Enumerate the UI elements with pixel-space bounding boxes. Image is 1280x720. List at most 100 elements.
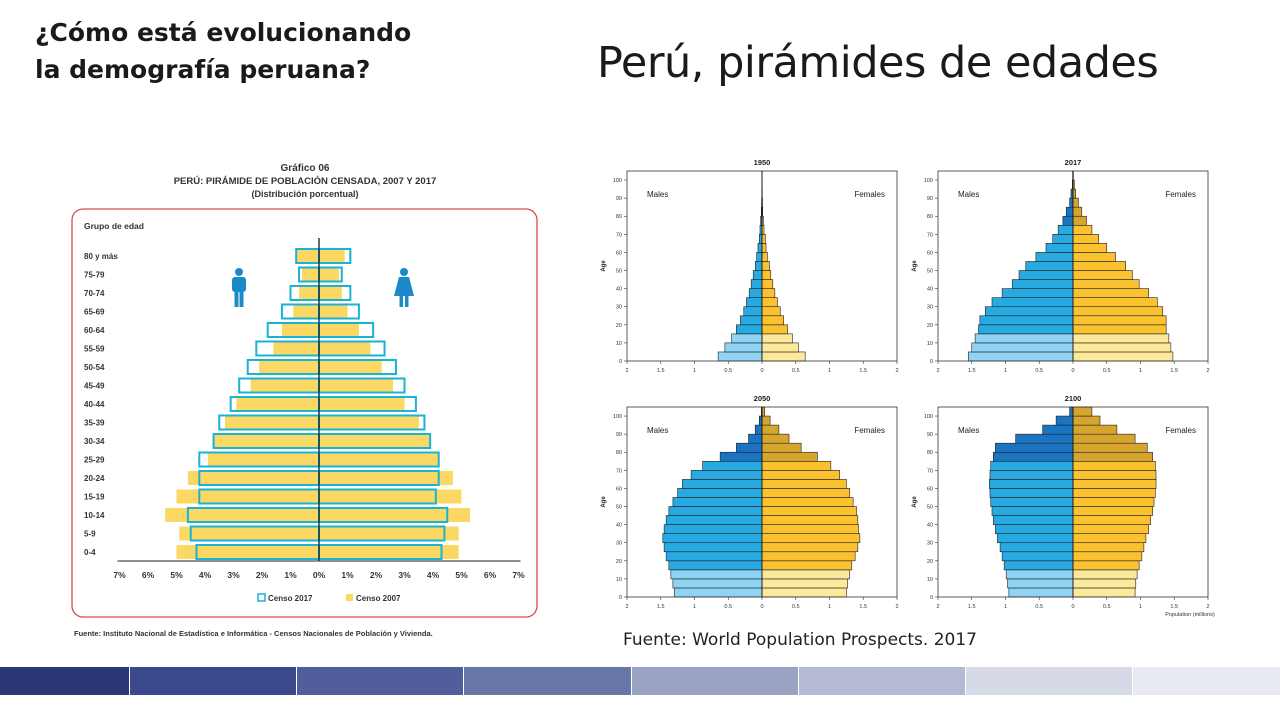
male-bar: [984, 306, 1074, 317]
male-bar: [748, 288, 763, 298]
legend-label-females: Females: [854, 190, 885, 199]
age-tick-label: 80: [616, 214, 622, 220]
age-tick-label: 0: [619, 595, 622, 601]
female-bar: [1072, 342, 1172, 353]
age-tick-label: 50: [616, 505, 622, 511]
female-bar: [761, 324, 788, 335]
age-tick-label: 60: [927, 250, 933, 256]
x-tick-label: 0.5: [1035, 368, 1043, 374]
x-tick-label: 4%: [427, 570, 440, 580]
color-bar-segment: [964, 667, 1132, 695]
wpp-source-note: Fuente: World Population Prospects. 2017: [623, 630, 977, 650]
age-tick-label: 70: [927, 232, 933, 238]
male-bar: [754, 261, 763, 271]
male-bar: [677, 488, 763, 498]
female-bar: [1072, 297, 1158, 308]
female-bar: [761, 288, 776, 298]
x-tick-label: 1: [1139, 604, 1142, 610]
bar-2007-male: [165, 508, 319, 522]
age-tick-label: 30: [616, 541, 622, 547]
age-tick-label: 50: [927, 269, 933, 275]
x-tick-label: 2%: [370, 570, 383, 580]
age-tick-label: 90: [927, 196, 933, 202]
x-tick-label: 3%: [227, 570, 240, 580]
x-tick-label: 2: [936, 368, 939, 374]
x-tick-label: 5%: [455, 570, 468, 580]
bar-2007-female: [319, 434, 431, 448]
male-bar: [997, 533, 1074, 544]
age-tick-label: 0: [619, 359, 622, 365]
age-group-label: 30-34: [84, 437, 105, 446]
x-tick-label: 1: [1139, 368, 1142, 374]
age-group-label: 40-44: [84, 400, 105, 409]
male-bar: [668, 506, 763, 516]
x-tick-label: 0%: [313, 570, 326, 580]
x-tick-label: 1: [693, 368, 696, 374]
age-tick-label: 40: [616, 287, 622, 293]
female-bar: [761, 542, 859, 553]
chart-frame: [71, 208, 538, 618]
male-bar: [670, 569, 763, 580]
legend-label-males: Males: [958, 190, 979, 199]
female-bar: [761, 533, 861, 544]
male-bar: [1015, 433, 1074, 444]
age-tick-label: 100: [924, 178, 933, 184]
bar-2007-male: [273, 341, 319, 356]
female-bar: [761, 433, 790, 444]
female-bar: [761, 315, 784, 326]
male-bar: [978, 324, 1074, 335]
x-tick-label: 3%: [398, 570, 411, 580]
age-tick-label: 30: [927, 305, 933, 311]
female-bar: [1072, 560, 1140, 571]
age-group-label: 35-39: [84, 419, 105, 428]
female-bar: [1072, 488, 1156, 498]
male-bar: [757, 243, 763, 253]
x-tick-label: 1.5: [859, 604, 867, 610]
x-tick-label: 0.5: [1103, 368, 1111, 374]
male-bar: [1001, 551, 1074, 562]
male-bar: [673, 587, 763, 598]
male-bar: [690, 470, 763, 480]
male-bar: [1052, 234, 1074, 244]
male-bar: [759, 234, 763, 244]
male-bar: [702, 460, 763, 471]
female-bar: [761, 587, 847, 598]
male-bar: [1003, 560, 1074, 571]
female-bar: [1072, 415, 1101, 426]
male-bar: [1057, 224, 1074, 235]
x-tick-label: 0: [1071, 604, 1074, 610]
subtitle-line-2: la demografía peruana?: [35, 55, 371, 84]
x-tick-label: 1.5: [657, 604, 665, 610]
bar-2007-female: [319, 249, 345, 263]
bar-2007-male: [301, 267, 319, 282]
female-bar: [1072, 479, 1157, 489]
color-bar-segment: [463, 667, 631, 695]
x-tick-label: 0: [1071, 368, 1074, 374]
male-bar: [665, 515, 763, 525]
female-bar: [761, 442, 802, 453]
age-tick-label: 20: [616, 323, 622, 329]
bar-2007-male: [299, 286, 319, 300]
age-group-label: 70-74: [84, 289, 105, 298]
color-bar-segment: [1131, 667, 1280, 695]
male-bar: [736, 442, 763, 453]
x-tick-label: 1.5: [968, 368, 976, 374]
male-bar: [756, 252, 763, 262]
legend-label-males: Males: [958, 426, 979, 435]
color-bar-segment: [797, 667, 965, 695]
female-bar: [1072, 551, 1143, 562]
age-tick-label: 0: [930, 595, 933, 601]
female-icon: [394, 268, 414, 307]
female-bar: [1072, 351, 1174, 362]
age-group-label: 0-4: [84, 548, 96, 557]
age-tick-label: 30: [616, 305, 622, 311]
bar-2007-female: [319, 415, 419, 430]
male-bar: [668, 560, 763, 571]
bar-2007-female: [319, 397, 405, 411]
x-tick-label: 1: [828, 604, 831, 610]
male-bar: [672, 578, 763, 589]
male-bar: [991, 297, 1074, 308]
male-bar: [748, 433, 763, 444]
bar-2007-male: [236, 397, 319, 411]
x-axis-label: Population (millions): [1165, 612, 1215, 618]
